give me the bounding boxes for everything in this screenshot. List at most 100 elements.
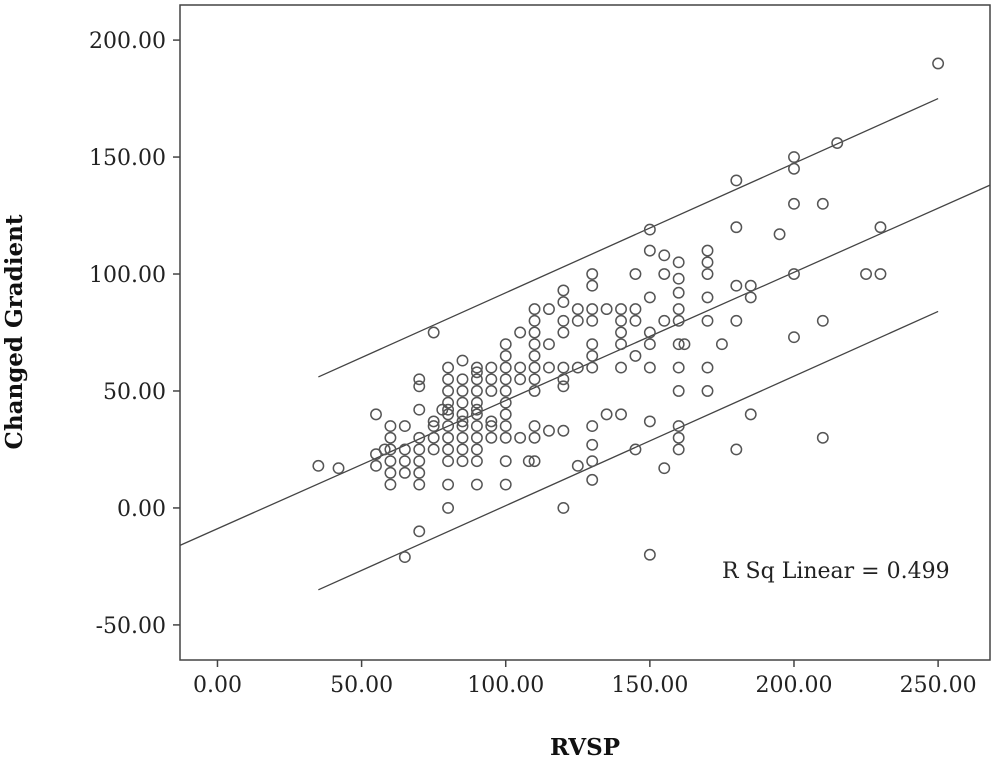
y-tick-label: 150.00 [89,146,166,171]
data-point [413,373,426,386]
data-point [557,424,570,437]
data-point [499,408,512,421]
data-point [442,373,455,386]
y-axis: -50.00 0.00 50.00 100.00 150.00 200.00 [89,29,180,639]
y-tick-label: 50.00 [103,380,166,405]
data-point [860,268,872,280]
data-point [470,478,483,491]
data-point [499,385,512,397]
data-point [586,349,599,362]
data-point [672,443,685,456]
data-point [514,373,527,386]
data-point [332,462,345,475]
data-point [672,286,685,299]
data-point [557,380,570,393]
data-point [485,420,498,433]
data-point [586,314,599,327]
x-tick-label: 150.00 [611,673,688,698]
data-point [586,455,599,468]
data-point [456,443,469,456]
data-point [485,431,498,444]
data-point [543,303,555,316]
data-point [672,314,685,327]
data-point [427,443,440,456]
data-point [427,415,440,428]
data-point [528,455,541,468]
data-point [600,303,613,316]
data-point [499,396,512,409]
data-point [744,408,757,421]
data-point [672,385,685,397]
y-axis-title: Changed Gradient [1,214,28,449]
data-point [678,338,691,351]
fit-line [179,184,991,546]
data-point [730,279,743,292]
data-point [499,431,512,444]
data-point [384,443,397,456]
x-axis: 0.00 50.00 100.00 150.00 200.00 250.00 [193,660,977,698]
data-point [485,385,498,397]
data-point [470,396,483,409]
data-point [398,466,411,479]
data-point [831,137,844,149]
data-point [557,501,570,514]
data-point [629,349,642,362]
data-point [600,408,613,421]
data-point [413,380,426,393]
data-point [528,373,541,386]
data-point [384,420,397,433]
data-point [773,228,786,241]
data-point [456,385,469,397]
data-point [528,385,541,397]
data-point [442,385,455,397]
data-point [543,424,555,437]
data-point [398,443,411,456]
data-point [456,420,469,433]
data-point [499,373,512,386]
data-point [643,338,656,351]
data-point [788,151,800,164]
data-point [615,408,627,421]
data-point [499,361,512,374]
data-point [629,443,642,456]
data-point [442,431,455,444]
x-tick-label: 100.00 [467,673,544,698]
data-point [658,314,671,327]
data-point [586,420,599,433]
data-point [586,438,599,451]
data-point [701,385,714,397]
data-point [522,455,535,468]
data-point [730,221,743,234]
data-point [629,303,642,316]
data-point [470,361,483,374]
data-point [442,403,455,416]
data-point [485,415,498,428]
data-point [470,408,483,421]
data-point [643,244,656,257]
data-point [672,361,685,374]
data-point [643,291,656,304]
lower-interval-line [318,310,939,591]
data-point [816,314,829,327]
data-point [658,462,671,475]
data-point [384,455,397,468]
data-point [629,268,642,280]
data-point [672,338,685,351]
data-point [643,548,656,561]
data-point [586,473,599,486]
y-tick-label: -50.00 [96,614,166,639]
data-point [658,249,671,262]
data-point [384,431,397,444]
data-point [528,326,541,339]
data-point [442,361,455,374]
data-point [528,420,541,433]
data-point [413,455,426,468]
data-point [442,396,455,409]
data-point [701,361,714,374]
data-point [528,338,541,351]
data-point [470,455,483,468]
data-point [571,361,584,374]
x-axis-title: RVSP [550,734,620,761]
data-point [557,314,570,327]
data-point [528,431,541,444]
